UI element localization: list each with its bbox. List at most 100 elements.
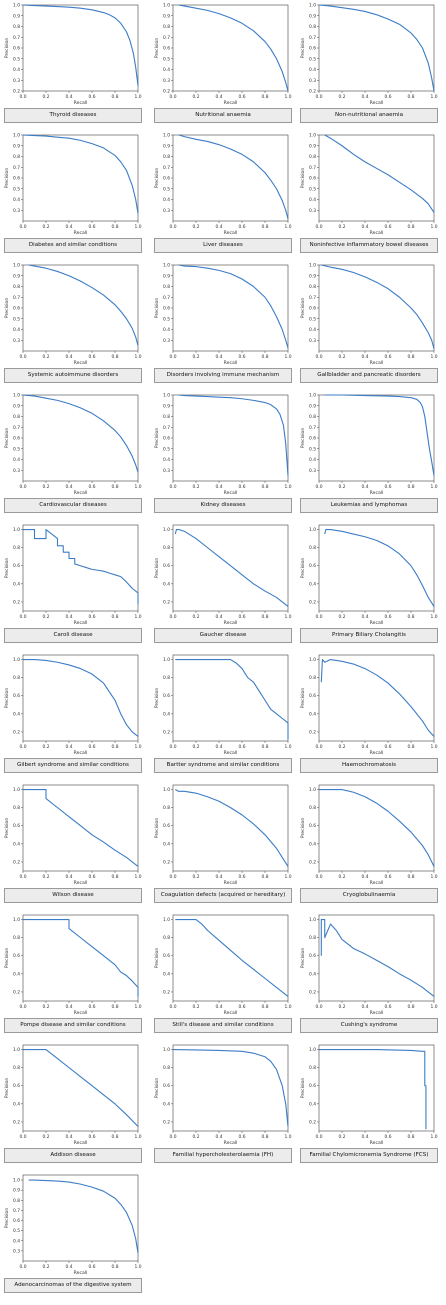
x-tick-label: 1.0 [431,94,438,100]
y-tick-label: 0.4 [163,67,170,73]
precision-recall-curve [22,4,139,86]
y-tick-label: 0.3 [13,208,20,214]
x-axis-label: Recall [370,230,384,236]
y-tick-label: 0.4 [309,327,316,333]
y-tick-label: 0.9 [163,403,170,409]
y-tick-label: 0.8 [163,154,170,160]
chart-caption: Bartter syndrome and similar conditions [154,758,292,773]
pr-chart-panel: 0.0 0.2 0.4 0.6 0.8 1.0 0.2 0.4 0.6 0.8 1.0 Recall P… [4,652,142,778]
x-tick-label: 0.2 [193,94,200,100]
x-axis-label: Recall [224,620,238,626]
x-tick-label: 0.8 [112,614,119,620]
y-tick-label: 1.0 [13,263,20,269]
x-tick-label: 0.0 [20,1134,27,1140]
y-tick-label: 0.5 [13,186,20,192]
pr-curve-plot: 0.0 0.2 0.4 0.6 0.8 1.00.20.30.40.50.60.70.80… [300,3,438,107]
x-tick-label: 0.4 [66,354,73,360]
y-tick-label: 1.0 [163,527,170,533]
y-tick-label: 0.9 [309,273,316,279]
plot-frame [172,784,289,872]
x-tick-label: 0.2 [193,1134,200,1140]
y-tick-label: 0.6 [13,823,20,829]
pr-curve-plot: 0.0 0.2 0.4 0.6 0.8 1.0 0.2 0.4 0.6 0.8 1.0 Recall P… [300,914,438,1016]
y-tick-label: 0.3 [13,78,20,84]
y-tick-label: 0.6 [309,953,316,959]
y-tick-label: 0.4 [309,67,316,73]
x-tick-label: 0.4 [362,744,369,750]
y-tick-label: 1.0 [13,133,20,139]
x-tick-label: 0.8 [112,224,119,230]
y-tick-label: 1.0 [309,263,316,269]
y-tick-label: 0.8 [163,805,170,811]
x-tick-label: 0.6 [239,224,246,230]
y-tick-label: 0.9 [13,403,20,409]
x-tick-label: 0.8 [262,1004,269,1010]
y-tick-label: 1.0 [163,657,170,663]
y-tick-label: 1.0 [309,393,316,399]
y-tick-label: 0.3 [309,338,316,344]
x-axis-label: Recall [370,620,384,626]
chart-caption: Pompe disease and similar conditions [4,1018,142,1033]
plot-frame [172,654,289,742]
chart-caption: Addison disease [4,1148,142,1163]
x-axis-label: Recall [224,490,238,496]
chart-caption: Cushing's syndrome [300,1018,438,1033]
x-tick-label: 1.0 [431,224,438,230]
pr-curve-plot: 0.0 0.2 0.4 0.6 0.8 1.0 0.3 0.4 0.5 0.6 0.7 0.8 0.9 1… [4,263,142,367]
x-axis-label: Recall [370,1010,384,1016]
y-tick-label: 1.0 [13,527,20,533]
x-tick-label: 0.2 [193,224,200,230]
chart-caption: Primary Biliary Cholangitis [300,628,438,643]
x-tick-label: 0.0 [20,1264,27,1270]
x-tick-label: 0.8 [262,614,269,620]
pr-curve-plot: 0.0 0.2 0.4 0.6 0.8 1.0 0.3 0.4 0.5 0.6 0.7 0.8 0.9 1… [154,133,292,237]
y-tick-label: 0.6 [309,46,316,52]
x-tick-label: 0.2 [43,614,50,620]
x-tick-label: 0.4 [66,744,73,750]
y-tick-label: 0.8 [13,545,20,551]
x-tick-label: 0.0 [316,94,323,100]
x-tick-label: 1.0 [431,1004,438,1010]
pr-curve-plot: 0.0 0.2 0.4 0.6 0.8 1.0 0.2 0.4 0.6 0.8 1.0 Recall P… [154,654,292,756]
pr-chart-panel: 0.0 0.2 0.4 0.6 0.8 1.0 0.2 0.4 0.6 0.8 1.0 Recall P… [300,912,438,1038]
x-tick-label: 0.6 [89,744,96,750]
y-tick-label: 0.4 [13,711,20,717]
y-axis-label: Precision [4,818,10,839]
x-tick-label: 0.2 [193,1004,200,1010]
y-tick-label: 0.7 [13,165,20,171]
y-tick-label: 0.2 [13,859,20,865]
x-tick-label: 0.4 [66,1264,73,1270]
x-tick-label: 0.8 [262,874,269,880]
x-tick-label: 0.2 [193,874,200,880]
x-tick-label: 0.4 [216,1004,223,1010]
x-tick-label: 1.0 [135,224,142,230]
x-tick-label: 0.6 [89,354,96,360]
y-tick-label: 1.0 [13,657,20,663]
y-tick-label: 0.6 [163,1083,170,1089]
x-axis-label: Recall [224,360,238,366]
x-tick-label: 0.6 [239,614,246,620]
y-tick-label: 1.0 [309,1047,316,1053]
plot-frame [22,1044,139,1132]
plot-frame [22,654,139,742]
x-tick-label: 0.0 [170,484,177,490]
x-tick-label: 0.2 [339,1134,346,1140]
x-tick-label: 0.4 [362,614,369,620]
y-axis-label: Precision [4,428,10,449]
x-tick-label: 0.4 [66,484,73,490]
y-tick-label: 0.7 [309,165,316,171]
pr-curve-plot: 0.0 0.2 0.4 0.6 0.8 1.0 0.2 0.4 0.6 0.8 1.0 Recall P… [154,914,292,1016]
pr-chart-panel: 0.0 0.2 0.4 0.6 0.8 1.0 0.2 0.4 0.6 0.8 1.0 Recall P… [4,522,142,648]
pr-curve-plot: 0.0 0.2 0.4 0.6 0.8 1.0 0.3 0.4 0.5 0.6 0.7 0.8 0.9 1… [300,133,438,237]
plot-frame [318,1044,435,1132]
y-tick-label: 0.6 [309,306,316,312]
y-tick-label: 0.2 [163,729,170,735]
y-tick-label: 1.0 [13,1178,20,1184]
y-tick-label: 0.8 [13,414,20,420]
y-tick-label: 1.0 [309,527,316,533]
chart-caption: Caroli disease [4,628,142,643]
precision-recall-curve [23,1048,139,1127]
y-tick-label: 0.2 [163,989,170,995]
y-tick-label: 1.0 [163,263,170,269]
pr-chart-panel: 0.0 0.2 0.4 0.6 0.8 1.0 0.2 0.4 0.6 0.8 1.0 Recall P… [154,522,292,648]
